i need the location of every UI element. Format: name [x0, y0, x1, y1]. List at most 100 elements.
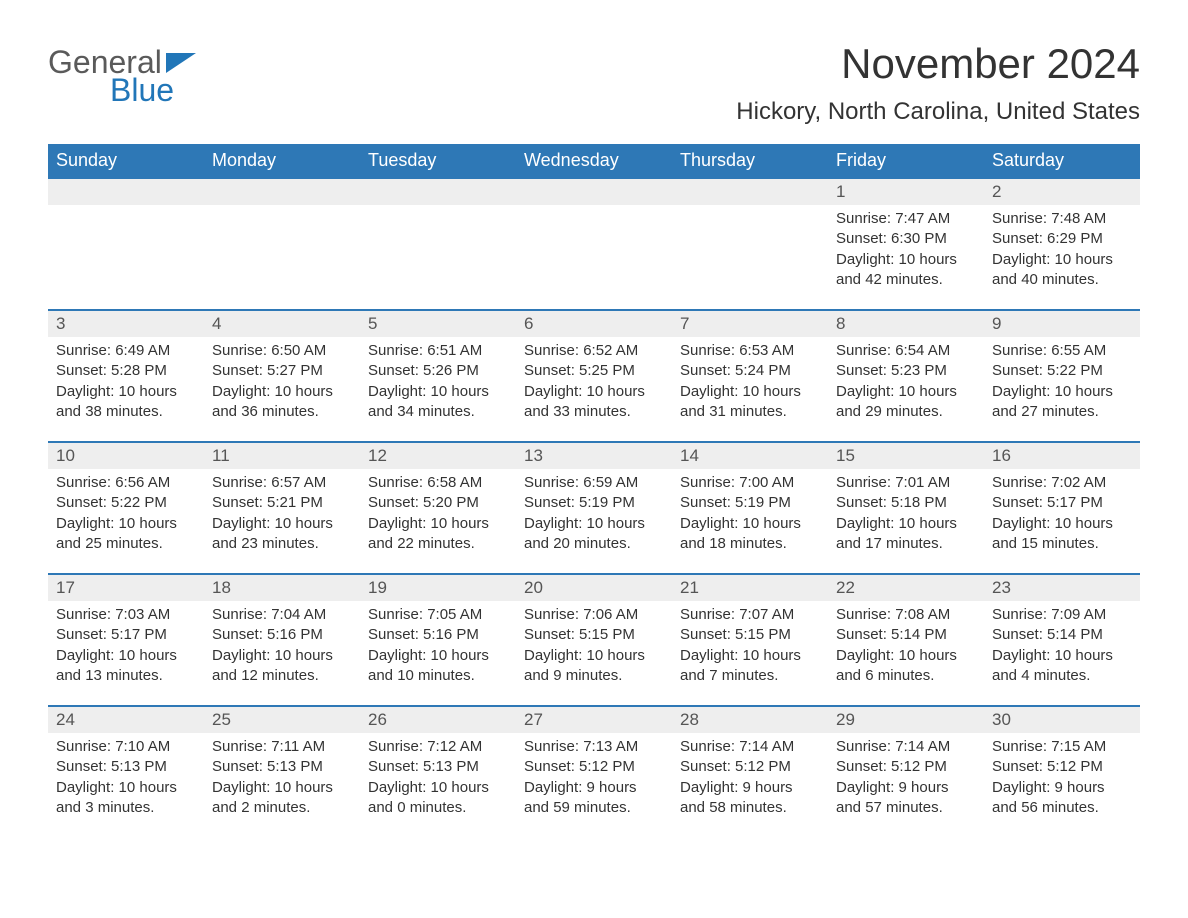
- day-cell: 27Sunrise: 7:13 AMSunset: 5:12 PMDayligh…: [516, 706, 672, 838]
- day-body: Sunrise: 7:14 AMSunset: 5:12 PMDaylight:…: [828, 733, 984, 822]
- sunrise-line: Sunrise: 7:06 AM: [524, 605, 664, 625]
- day-cell: 7Sunrise: 6:53 AMSunset: 5:24 PMDaylight…: [672, 310, 828, 442]
- daynum-bar-empty: [672, 179, 828, 205]
- day-cell: 4Sunrise: 6:50 AMSunset: 5:27 PMDaylight…: [204, 310, 360, 442]
- calendar-row: 24Sunrise: 7:10 AMSunset: 5:13 PMDayligh…: [48, 706, 1140, 838]
- day-number: 21: [672, 575, 828, 601]
- sunset-line: Sunset: 5:18 PM: [836, 493, 976, 513]
- sunrise-line: Sunrise: 7:04 AM: [212, 605, 352, 625]
- daylight-line: Daylight: 10 hours and 0 minutes.: [368, 778, 508, 819]
- day-body: Sunrise: 6:59 AMSunset: 5:19 PMDaylight:…: [516, 469, 672, 558]
- day-cell: 5Sunrise: 6:51 AMSunset: 5:26 PMDaylight…: [360, 310, 516, 442]
- day-cell: 18Sunrise: 7:04 AMSunset: 5:16 PMDayligh…: [204, 574, 360, 706]
- sunset-line: Sunset: 5:16 PM: [212, 625, 352, 645]
- day-body: Sunrise: 7:06 AMSunset: 5:15 PMDaylight:…: [516, 601, 672, 690]
- daylight-line: Daylight: 9 hours and 56 minutes.: [992, 778, 1132, 819]
- sunrise-line: Sunrise: 7:14 AM: [680, 737, 820, 757]
- daylight-line: Daylight: 10 hours and 33 minutes.: [524, 382, 664, 423]
- empty-cell: [48, 178, 204, 310]
- day-body: Sunrise: 7:04 AMSunset: 5:16 PMDaylight:…: [204, 601, 360, 690]
- day-cell: 30Sunrise: 7:15 AMSunset: 5:12 PMDayligh…: [984, 706, 1140, 838]
- sunrise-line: Sunrise: 7:00 AM: [680, 473, 820, 493]
- day-cell: 15Sunrise: 7:01 AMSunset: 5:18 PMDayligh…: [828, 442, 984, 574]
- sunset-line: Sunset: 5:12 PM: [836, 757, 976, 777]
- daylight-line: Daylight: 10 hours and 25 minutes.: [56, 514, 196, 555]
- day-number: 7: [672, 311, 828, 337]
- sunset-line: Sunset: 5:14 PM: [992, 625, 1132, 645]
- daylight-line: Daylight: 10 hours and 10 minutes.: [368, 646, 508, 687]
- daylight-line: Daylight: 9 hours and 58 minutes.: [680, 778, 820, 819]
- day-number: 25: [204, 707, 360, 733]
- daylight-line: Daylight: 10 hours and 38 minutes.: [56, 382, 196, 423]
- day-body: Sunrise: 7:05 AMSunset: 5:16 PMDaylight:…: [360, 601, 516, 690]
- daylight-line: Daylight: 10 hours and 15 minutes.: [992, 514, 1132, 555]
- daylight-line: Daylight: 10 hours and 20 minutes.: [524, 514, 664, 555]
- day-number: 15: [828, 443, 984, 469]
- weekday-header: Saturday: [984, 144, 1140, 178]
- sunset-line: Sunset: 5:15 PM: [524, 625, 664, 645]
- sunset-line: Sunset: 5:19 PM: [680, 493, 820, 513]
- sunset-line: Sunset: 5:27 PM: [212, 361, 352, 381]
- day-cell: 12Sunrise: 6:58 AMSunset: 5:20 PMDayligh…: [360, 442, 516, 574]
- daylight-line: Daylight: 10 hours and 34 minutes.: [368, 382, 508, 423]
- day-number: 30: [984, 707, 1140, 733]
- day-body: Sunrise: 7:02 AMSunset: 5:17 PMDaylight:…: [984, 469, 1140, 558]
- day-number: 4: [204, 311, 360, 337]
- day-body: Sunrise: 6:58 AMSunset: 5:20 PMDaylight:…: [360, 469, 516, 558]
- sunrise-line: Sunrise: 7:47 AM: [836, 209, 976, 229]
- day-body: Sunrise: 6:49 AMSunset: 5:28 PMDaylight:…: [48, 337, 204, 426]
- daylight-line: Daylight: 10 hours and 3 minutes.: [56, 778, 196, 819]
- day-body: Sunrise: 7:13 AMSunset: 5:12 PMDaylight:…: [516, 733, 672, 822]
- calendar-row: 1 Sunrise: 7:47 AMSunset: 6:30 PM Daylight…: [48, 178, 1140, 310]
- sunset-line: Sunset: 5:12 PM: [524, 757, 664, 777]
- sunrise-line: Sunrise: 7:13 AM: [524, 737, 664, 757]
- day-number: 20: [516, 575, 672, 601]
- day-body: Sunrise: 6:52 AMSunset: 5:25 PMDaylight:…: [516, 337, 672, 426]
- sunset-line: Sunset: 5:24 PM: [680, 361, 820, 381]
- day-number: 23: [984, 575, 1140, 601]
- daylight-line: Daylight: 10 hours and 4 minutes.: [992, 646, 1132, 687]
- calendar-table: SundayMondayTuesdayWednesdayThursdayFrid…: [48, 144, 1140, 838]
- day-cell: 2Sunrise: 7:48 AMSunset: 6:29 PMDaylight…: [984, 178, 1140, 310]
- day-body: Sunrise: 7:12 AMSunset: 5:13 PMDaylight:…: [360, 733, 516, 822]
- day-cell: 23Sunrise: 7:09 AMSunset: 5:14 PMDayligh…: [984, 574, 1140, 706]
- calendar-row: 3Sunrise: 6:49 AMSunset: 5:28 PMDaylight…: [48, 310, 1140, 442]
- day-number: 6: [516, 311, 672, 337]
- sunset-line: Sunset: 5:21 PM: [212, 493, 352, 513]
- day-number: 3: [48, 311, 204, 337]
- sunset-line: Sunset: 6:29 PM: [992, 229, 1132, 249]
- day-cell: 1Sunrise: 7:47 AMSunset: 6:30 PMDaylight…: [828, 178, 984, 310]
- daynum-bar-empty: [516, 179, 672, 205]
- daylight-line: Daylight: 10 hours and 40 minutes.: [992, 250, 1132, 291]
- day-number: 24: [48, 707, 204, 733]
- day-cell: 6Sunrise: 6:52 AMSunset: 5:25 PMDaylight…: [516, 310, 672, 442]
- day-number: 13: [516, 443, 672, 469]
- logo: General Blue: [48, 40, 196, 106]
- sunrise-line: Sunrise: 7:02 AM: [992, 473, 1132, 493]
- sunset-line: Sunset: 5:19 PM: [524, 493, 664, 513]
- empty-cell: [516, 178, 672, 310]
- sunrise-line: Sunrise: 6:57 AM: [212, 473, 352, 493]
- day-body: Sunrise: 7:09 AMSunset: 5:14 PMDaylight:…: [984, 601, 1140, 690]
- day-body: Sunrise: 7:07 AMSunset: 5:15 PMDaylight:…: [672, 601, 828, 690]
- daylight-line: Daylight: 10 hours and 18 minutes.: [680, 514, 820, 555]
- sunset-line: Sunset: 6:30 PM: [836, 229, 976, 249]
- daylight-line: Daylight: 10 hours and 29 minutes.: [836, 382, 976, 423]
- daylight-line: Daylight: 10 hours and 9 minutes.: [524, 646, 664, 687]
- day-cell: 16Sunrise: 7:02 AMSunset: 5:17 PMDayligh…: [984, 442, 1140, 574]
- empty-cell: [672, 178, 828, 310]
- day-number: 2: [984, 179, 1140, 205]
- sunrise-line: Sunrise: 7:09 AM: [992, 605, 1132, 625]
- day-cell: 29Sunrise: 7:14 AMSunset: 5:12 PMDayligh…: [828, 706, 984, 838]
- sunrise-line: Sunrise: 6:49 AM: [56, 341, 196, 361]
- day-number: 1: [828, 179, 984, 205]
- day-body: Sunrise: 7:03 AMSunset: 5:17 PMDaylight:…: [48, 601, 204, 690]
- sunset-line: Sunset: 5:22 PM: [56, 493, 196, 513]
- sunset-line: Sunset: 5:26 PM: [368, 361, 508, 381]
- calendar-row: 17Sunrise: 7:03 AMSunset: 5:17 PMDayligh…: [48, 574, 1140, 706]
- day-number: 5: [360, 311, 516, 337]
- day-cell: 14Sunrise: 7:00 AMSunset: 5:19 PMDayligh…: [672, 442, 828, 574]
- calendar-head: SundayMondayTuesdayWednesdayThursdayFrid…: [48, 144, 1140, 178]
- sunrise-line: Sunrise: 6:53 AM: [680, 341, 820, 361]
- day-body: Sunrise: 7:15 AMSunset: 5:12 PMDaylight:…: [984, 733, 1140, 822]
